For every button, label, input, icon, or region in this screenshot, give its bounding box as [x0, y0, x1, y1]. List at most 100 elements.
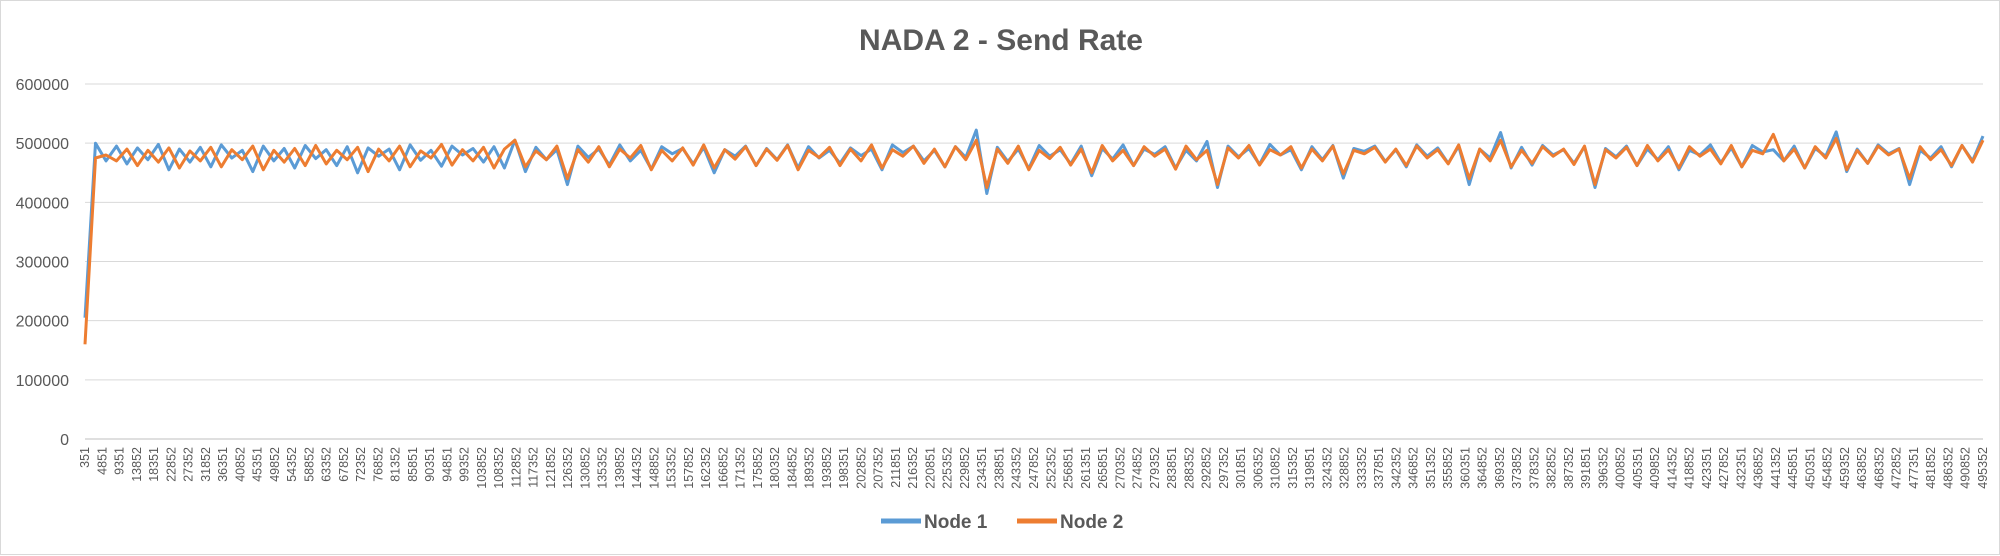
x-tick-label: 252352 — [1044, 447, 1058, 489]
series-line-node-2 — [83, 132, 1985, 345]
x-tick-label: 81352 — [389, 447, 403, 482]
y-tick-label: 200000 — [16, 314, 69, 331]
x-tick-label: 36351 — [216, 447, 230, 482]
x-tick-label: 468352 — [1872, 447, 1886, 489]
x-tick-label: 409852 — [1648, 447, 1662, 489]
x-tick-label: 436852 — [1752, 447, 1766, 489]
y-tick-label: 500000 — [16, 136, 69, 153]
x-tick-label: 261351 — [1079, 447, 1093, 489]
x-tick-label: 423351 — [1700, 447, 1714, 489]
y-tick-label: 300000 — [16, 255, 69, 272]
x-tick-label: 184852 — [785, 447, 799, 489]
x-tick-label: 333352 — [1355, 447, 1369, 489]
x-tick-label: 90351 — [423, 447, 437, 482]
x-tick-label: 139852 — [613, 447, 627, 489]
x-tick-label: 76852 — [371, 447, 385, 482]
x-tick-label: 40852 — [233, 447, 247, 482]
x-tick-label: 454852 — [1821, 447, 1835, 489]
x-tick-label: 441352 — [1769, 447, 1783, 489]
x-tick-label: 126352 — [561, 447, 575, 489]
x-tick-label: 67852 — [337, 447, 351, 482]
x-tick-label: 427852 — [1717, 447, 1731, 489]
legend-label-node-2: Node 2 — [1060, 512, 1123, 533]
x-tick-label: 117352 — [527, 447, 541, 488]
x-tick-label: 225352 — [941, 447, 955, 489]
x-tick-label: 274852 — [1131, 447, 1145, 489]
x-tick-label: 207352 — [872, 447, 886, 489]
x-tick-label: 378352 — [1527, 447, 1541, 489]
x-tick-label: 162352 — [699, 447, 713, 489]
x-tick-label: 297352 — [1217, 447, 1231, 489]
x-tick-label: 238851 — [992, 447, 1006, 489]
x-tick-label: 175852 — [751, 447, 765, 489]
x-tick-label: 54352 — [285, 447, 299, 482]
x-tick-label: 157852 — [682, 447, 696, 489]
x-tick-label: 495352 — [1976, 447, 1990, 489]
x-tick-label: 346852 — [1407, 447, 1421, 489]
x-tick-label: 49852 — [268, 447, 282, 482]
x-tick-label: 450351 — [1803, 447, 1817, 489]
x-tick-label: 396352 — [1596, 447, 1610, 489]
x-tick-label: 72352 — [354, 447, 368, 482]
x-tick-label: 45351 — [251, 447, 265, 482]
y-tick-label: 0 — [60, 432, 69, 449]
x-tick-label: 477351 — [1907, 447, 1921, 489]
x-tick-label: 216352 — [906, 447, 920, 489]
x-tick-label: 351352 — [1424, 447, 1438, 489]
x-tick-label: 211851 — [889, 447, 903, 488]
legend: Node 1 Node 2 — [881, 512, 1123, 533]
x-tick-label: 148852 — [647, 447, 661, 489]
x-tick-label: 112852 — [509, 447, 523, 488]
x-tick-label: 256851 — [1062, 447, 1076, 489]
x-tick-label: 490852 — [1959, 447, 1973, 489]
x-tick-label: 351 — [78, 447, 92, 468]
x-tick-label: 342352 — [1389, 447, 1403, 489]
x-tick-label: 459352 — [1838, 447, 1852, 489]
x-tick-label: 180352 — [768, 447, 782, 489]
x-tick-label: 418852 — [1683, 447, 1697, 489]
legend-label-node-1: Node 1 — [924, 512, 988, 533]
x-axis-ticks: 351 4851 9351 13852 18351 22852 27352 31852 3635… — [78, 447, 1990, 489]
x-tick-label: 369352 — [1493, 447, 1507, 489]
x-tick-label: 405351 — [1631, 447, 1645, 489]
x-tick-label: 63352 — [320, 447, 334, 482]
gridlines — [85, 83, 1983, 440]
x-tick-label: 288352 — [1182, 447, 1196, 489]
x-tick-label: 58852 — [302, 447, 316, 482]
x-tick-label: 373852 — [1510, 447, 1524, 489]
x-tick-label: 315352 — [1286, 447, 1300, 489]
x-tick-label: 472852 — [1890, 447, 1904, 489]
x-tick-label: 279352 — [1148, 447, 1162, 489]
y-tick-label: 100000 — [16, 373, 69, 390]
x-tick-label: 463852 — [1855, 447, 1869, 489]
x-tick-label: 103852 — [475, 447, 489, 489]
x-tick-label: 382852 — [1545, 447, 1559, 489]
x-tick-label: 130852 — [578, 447, 592, 489]
x-tick-label: 247852 — [1027, 447, 1041, 489]
chart-title: NADA 2 - Send Rate — [859, 24, 1143, 57]
x-tick-label: 481852 — [1924, 447, 1938, 489]
x-tick-label: 328852 — [1338, 447, 1352, 489]
x-tick-label: 414352 — [1665, 447, 1679, 489]
x-tick-label: 292852 — [1200, 447, 1214, 489]
x-tick-label: 265851 — [1096, 447, 1110, 489]
x-tick-label: 99352 — [458, 447, 472, 482]
x-tick-label: 270352 — [1113, 447, 1127, 489]
x-tick-label: 121852 — [544, 447, 558, 489]
x-tick-label: 31852 — [199, 447, 213, 482]
y-tick-label: 400000 — [16, 195, 69, 212]
x-tick-label: 171352 — [734, 447, 748, 489]
y-axis-ticks: 0 100000 200000 300000 400000 500000 600000 — [16, 77, 69, 449]
x-tick-label: 153352 — [665, 447, 679, 489]
x-tick-label: 198351 — [837, 447, 851, 489]
x-tick-label: 220851 — [923, 447, 937, 489]
x-tick-label: 445851 — [1786, 447, 1800, 489]
x-tick-label: 189352 — [803, 447, 817, 489]
x-tick-label: 319851 — [1303, 447, 1317, 489]
x-tick-label: 387352 — [1562, 447, 1576, 489]
x-tick-label: 355852 — [1441, 447, 1455, 489]
y-tick-label: 600000 — [16, 77, 69, 94]
x-tick-label: 108352 — [492, 447, 506, 489]
